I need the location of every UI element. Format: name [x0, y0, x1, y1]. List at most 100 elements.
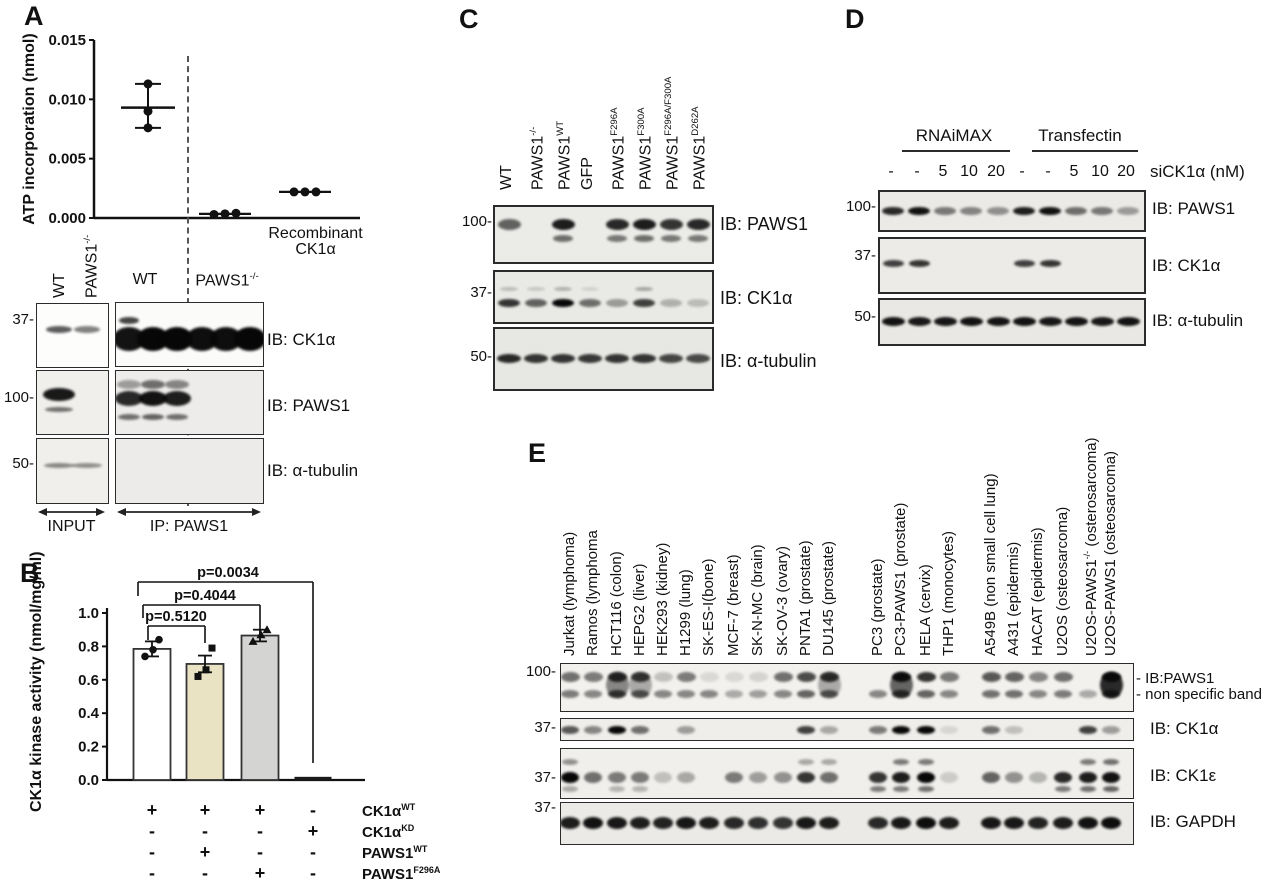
- protein-band: [1005, 771, 1023, 783]
- protein-band: [933, 316, 957, 326]
- e-lane-label: PC3 (prostate): [869, 558, 886, 656]
- protein-band: [1005, 726, 1023, 734]
- protein-band: [1053, 672, 1073, 682]
- protein-band: [686, 353, 710, 363]
- protein-band: [986, 316, 1010, 326]
- svg-text:1.0: 1.0: [78, 605, 99, 622]
- svg-text:0.6: 0.6: [78, 672, 99, 689]
- blot-a-ip-ck1a: [115, 302, 264, 367]
- protein-band: [562, 759, 578, 765]
- protein-band: [677, 726, 695, 734]
- protein-band: [43, 387, 75, 401]
- protein-band: [797, 690, 815, 698]
- protein-band: [607, 817, 627, 829]
- transfectin-header: Transfectin: [1038, 126, 1122, 145]
- protein-band: [819, 817, 839, 829]
- protein-band: [893, 786, 909, 792]
- blot-d-paws1: [878, 190, 1146, 232]
- protein-band: [796, 672, 816, 682]
- protein-band: [553, 234, 573, 242]
- ip-group-label-wt: WT: [132, 271, 158, 288]
- protein-band: [882, 207, 904, 215]
- protein-band: [628, 672, 652, 698]
- protein-band: [631, 690, 649, 698]
- e-lane-label: A549B (non small cell lung): [982, 473, 999, 656]
- protein-band: [578, 353, 602, 363]
- protein-band: [940, 726, 958, 734]
- ib-label-e-ck1a: IB: CK1α: [1150, 719, 1219, 738]
- svg-text:0.4: 0.4: [78, 705, 100, 722]
- c-lane-label: PAWS1WT: [555, 120, 574, 190]
- protein-band: [676, 672, 696, 682]
- blot-e-ck1e: [560, 748, 1134, 799]
- sick1a-dose-caption: siCK1α (nM): [1150, 162, 1245, 181]
- protein-band: [1039, 259, 1061, 267]
- protein-band: [525, 299, 547, 307]
- ip-caption: IP: PAWS1: [149, 518, 229, 535]
- protein-band: [1004, 817, 1024, 829]
- protein-band: [820, 690, 838, 698]
- mw-50-a: 50-: [12, 455, 34, 472]
- protein-band: [524, 353, 548, 363]
- protein-band: [987, 207, 1009, 215]
- protein-band: [561, 726, 579, 734]
- protein-band: [724, 672, 744, 682]
- sick1a-dose-label: -: [888, 163, 894, 180]
- protein-band: [918, 786, 934, 792]
- protein-band: [46, 325, 72, 333]
- protein-band: [579, 299, 601, 307]
- protein-band: [142, 414, 164, 420]
- protein-band: [1065, 207, 1087, 215]
- blot-d-ck1a: [878, 237, 1146, 294]
- protein-band: [916, 817, 936, 829]
- wt-ko-separator-line: [187, 56, 189, 506]
- condition-sign: -: [310, 863, 316, 881]
- protein-band: [889, 672, 913, 698]
- protein-band: [917, 690, 935, 698]
- protein-band: [699, 672, 719, 682]
- protein-band: [554, 287, 572, 291]
- protein-band: [1079, 690, 1097, 698]
- protein-band: [908, 207, 930, 215]
- protein-band: [653, 817, 673, 829]
- condition-sign: +: [254, 800, 266, 820]
- protein-band: [605, 353, 629, 363]
- blot-a-input-paws1: [36, 370, 109, 435]
- input-lane-label-wt: WT: [51, 273, 68, 298]
- bar-chart-y-axis-title: CK1α kinase activity (nmol/mg/ml): [28, 551, 45, 812]
- protein-band: [774, 771, 792, 783]
- protein-band: [1103, 759, 1119, 765]
- protein-band: [1053, 817, 1073, 829]
- protein-band: [959, 316, 983, 326]
- protein-band: [631, 726, 649, 734]
- protein-band: [1028, 672, 1048, 682]
- c-lane-label: PAWS1F296A: [609, 107, 628, 190]
- mw-37-e-gapdh: 37-: [534, 799, 556, 816]
- blot-c-ck1a: [493, 270, 714, 324]
- protein-band: [820, 726, 838, 734]
- condition-sign: -: [149, 821, 155, 841]
- panel-label-a: A: [24, 1, 44, 31]
- protein-band: [659, 353, 683, 363]
- protein-band: [797, 726, 815, 734]
- protein-band: [1078, 817, 1098, 829]
- condition-sign: +: [199, 842, 211, 862]
- c-lane-label: PAWS1F300A: [636, 107, 655, 190]
- protein-band: [797, 771, 815, 783]
- protein-band: [820, 771, 838, 783]
- protein-band: [868, 817, 888, 829]
- protein-band: [686, 218, 710, 230]
- e-lane-label: U2OS (osteosarcoma): [1054, 506, 1071, 656]
- protein-band: [939, 672, 959, 682]
- protein-band: [562, 786, 578, 792]
- protein-band: [141, 379, 165, 389]
- e-lane-label: A431 (epidermis): [1005, 541, 1022, 656]
- mw-37-e-ck1a: 37-: [534, 719, 556, 736]
- mw-100-c: 100-: [461, 213, 492, 230]
- protein-band: [1013, 259, 1035, 267]
- protein-band: [796, 817, 816, 829]
- protein-band: [633, 299, 655, 307]
- protein-band: [892, 771, 910, 783]
- protein-band: [677, 771, 695, 783]
- c-lane-label: PAWS1-/-: [528, 126, 547, 190]
